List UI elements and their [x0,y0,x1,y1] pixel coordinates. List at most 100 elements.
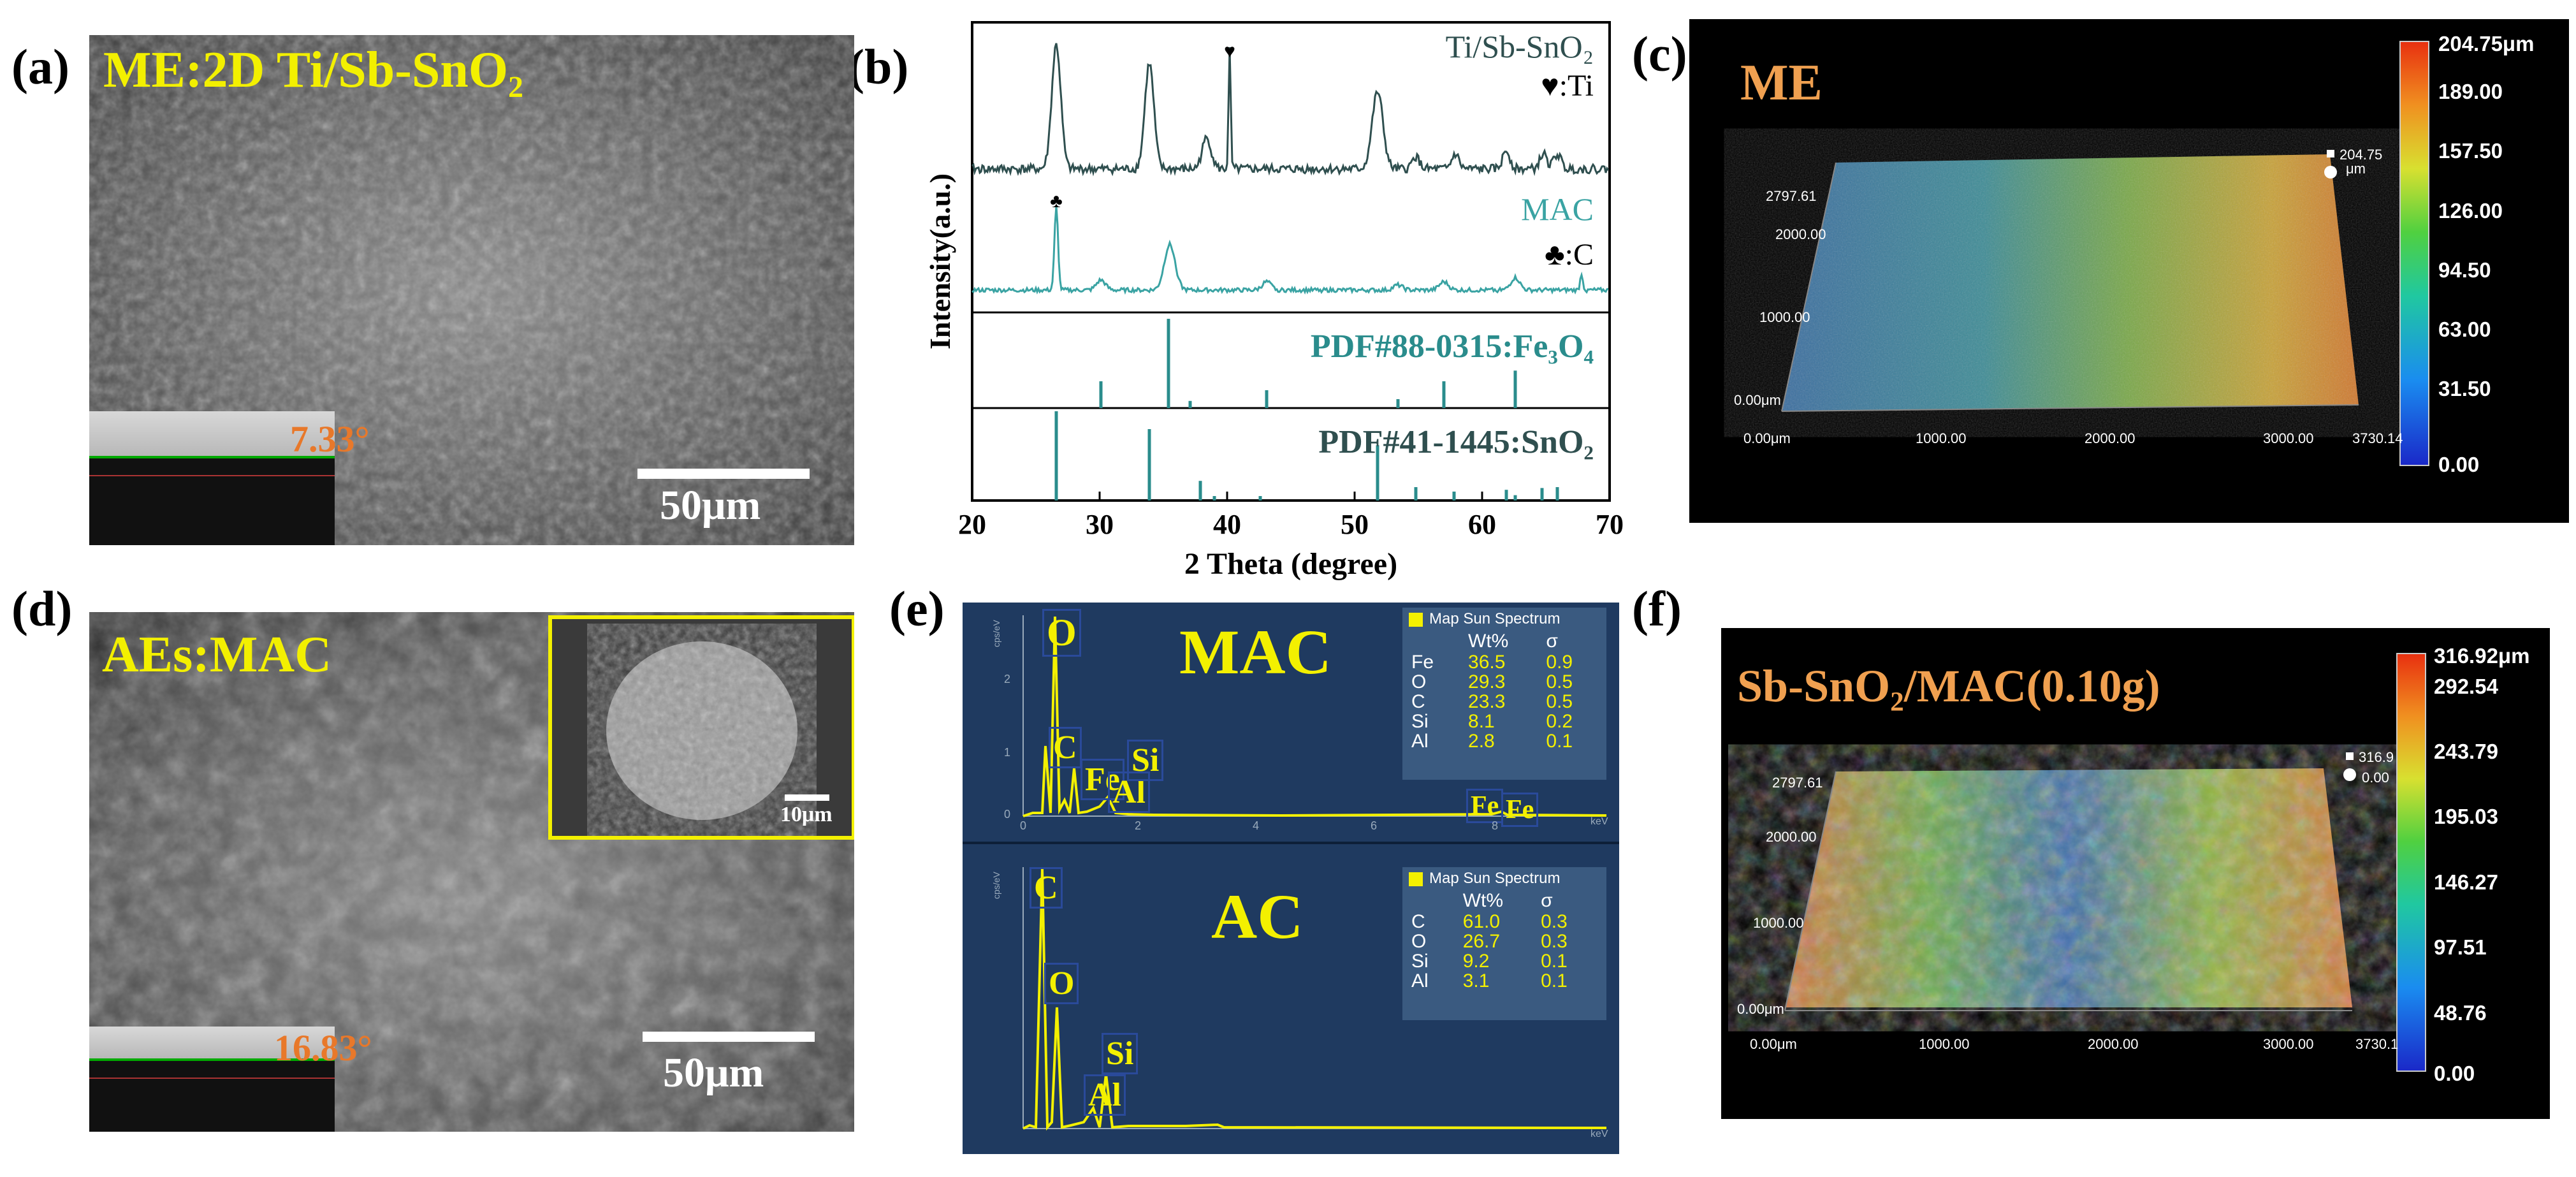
xrd-label-c-marker: ♣:C [1545,238,1594,272]
eds-bot-h0 [1411,890,1437,912]
c-origin-y: 0.00μm [1734,392,1781,408]
eds-top-r1-el: O [1411,671,1427,692]
eds-top-peak-c: C [1049,727,1082,768]
eds-top-r2-s: 0.5 [1546,691,1573,712]
xrd-trace-mac [971,205,1609,295]
cb-f-tick-5: 97.51 [2434,935,2487,959]
xrd-xtick-label-1: 30 [1086,509,1114,540]
xrd-xlabel: 2 Theta (degree) [1184,547,1397,581]
c-ytick-top: 2797.61 [1766,188,1817,204]
scale-bar-a [637,469,810,479]
panel-label-a: (a) [11,39,69,94]
xrd-heart-marker: ♥ [1224,41,1235,62]
sem-image-a: ME:2D Ti/Sb-SnO₂ 7.33° 50μm [89,35,854,545]
eds-top-ytick-2: 0 [1004,808,1011,821]
eds-top-title: MAC [1179,617,1332,687]
eds-top-r3-s: 0.2 [1546,711,1573,732]
scale-bar-label-a: 50μm [660,482,761,529]
scale-bar-label-d: 50μm [663,1049,764,1096]
xrd-ylabel: Intensity(a.u.) [924,173,956,349]
eds-top-xtick-1: 2 [1135,819,1142,832]
eds-top-peak-o: O [1042,609,1081,657]
cb-f-tick-0: 316.92μm [2434,644,2530,668]
eds-top-r1-s: 0.5 [1546,671,1573,692]
f-xtick-3000: 3000.00 [2263,1036,2314,1052]
c-xtick-3000: 3000.00 [2263,430,2314,446]
sem-d-inset: 10μm [548,615,854,840]
eds-top-h2: σ [1546,631,1558,652]
eds-top-r3-wt: 8.1 [1468,711,1495,732]
eds-bot-r3-wt: 3.1 [1462,970,1490,991]
eds-bot-h2: σ [1541,890,1553,911]
inset-scale-label: 10μm [780,803,833,826]
f-xtick-end: 3730.1 [2355,1036,2399,1052]
cb-c-tick-4: 94.50 [2438,258,2491,282]
eds-bot-xunit: keV [1590,1129,1608,1139]
colorbar-f: 316.92μm 292.54 243.79 195.03 146.27 97.… [2434,644,2549,1090]
eds-top-r0-wt: 36.5 [1468,652,1506,673]
eds-top-r3-el: Si [1411,711,1429,732]
eds-bot-r0-el: C [1411,911,1425,932]
xrd-label-ti-sb-sno2: Ti/Sb-SnO₂ [1446,29,1594,64]
eds-bottom: C O Al Si AC cps/eV keV Map Sun Spectrum… [963,854,1619,1154]
cb-f-tick-3: 195.03 [2434,805,2498,828]
panel-label-e: (e) [889,581,945,636]
eds-bot-r3-el: Al [1411,970,1429,991]
f-ytick-1000: 1000.00 [1753,915,1804,931]
eds-bot-yunit: cps/eV [991,872,1001,899]
eds-bot-r3-s: 0.1 [1541,970,1568,991]
eds-top-xtick-3: 6 [1371,819,1378,832]
panel-label-b: (b) [848,39,909,94]
cb-c-tick-0: 204.75μm [2438,32,2535,55]
xrd-label-sno2: PDF#41-1445:SnO₂ [1318,424,1594,460]
eds-top-xtick-2: 4 [1253,819,1260,832]
xrd-label-ti-marker: ♥:Ti [1541,69,1594,103]
xrd-label-mac: MAC [1521,191,1594,227]
eds-top-h1: Wt% [1468,631,1509,652]
cb-c-tick-5: 63.00 [2438,318,2491,341]
sem-image-d: AEs:MAC 10μm 16.83° 50μm [89,612,854,1132]
eds-bot-r2-wt: 9.2 [1462,951,1490,972]
cb-c-tick-7: 0.00 [2438,453,2480,476]
eds-top-table: Map Sun Spectrum Wt% σ Fe 36.5 0.9 O 29.3 0.5… [1402,608,1606,780]
eds-top-peak-fe3: Fe [1501,793,1539,827]
c-xtick-2000: 2000.00 [2085,430,2136,446]
xrd-xtick-label-2: 40 [1213,509,1241,540]
eds-top-r1-wt: 29.3 [1468,671,1506,692]
eds-bot-r0-wt: 61.0 [1462,911,1501,932]
eds-top: O C Fe Al Si Fe Fe MAC cps/eV 2 1 0 0 2 … [963,603,1619,844]
f-ztick-top: 316.9 [2359,749,2394,765]
cb-c-tick-6: 31.50 [2438,377,2491,400]
cb-c-tick-3: 126.00 [2438,199,2503,223]
xrd-xtick-label-0: 20 [958,509,986,540]
c-ztick-top: 204.75 [2340,147,2383,163]
xrd-xtick-label-3: 50 [1341,509,1369,540]
eds-bot-r1-s: 0.3 [1541,931,1568,952]
panel-label-d: (d) [11,581,73,636]
eds-bot-r1-wt: 26.7 [1462,931,1501,952]
eds-top-r4-s: 0.1 [1546,731,1573,752]
eds-top-h0 [1411,631,1443,652]
eds-bot-legend: Map Sun Spectrum [1429,870,1561,887]
f-ztick-zero: 0.00 [2362,770,2389,786]
eds-top-xtick-0: 0 [1020,819,1027,832]
eds-top-r0-el: Fe [1411,652,1434,673]
eds-top-legend: Map Sun Spectrum [1429,610,1561,627]
cb-c-tick-2: 157.50 [2438,139,2503,163]
eds-top-ytick-0: 2 [1004,673,1011,685]
eds-bot-peak-al: Al [1084,1074,1126,1116]
f-ytick-2000: 2000.00 [1766,829,1817,845]
eds-bot-peak-c: C [1030,867,1063,909]
sem-d-title: AEs:MAC [102,627,331,683]
c-ytick-2000: 2000.00 [1775,226,1826,242]
eds-top-yunit: cps/eV [991,620,1001,647]
contact-angle-d: 16.83° [274,1027,372,1069]
eds-top-r0-s: 0.9 [1546,652,1573,673]
eds-top-legend-swatch [1409,613,1423,627]
f-origin-y: 0.00μm [1737,1001,1784,1017]
cb-f-tick-1: 292.54 [2434,675,2498,698]
panel-label-f: (f) [1632,581,1682,636]
contact-angle-inset-d [89,1027,335,1132]
c-xtick-end: 3730.14 [2352,430,2403,446]
eds-top-r4-wt: 2.8 [1468,731,1495,752]
